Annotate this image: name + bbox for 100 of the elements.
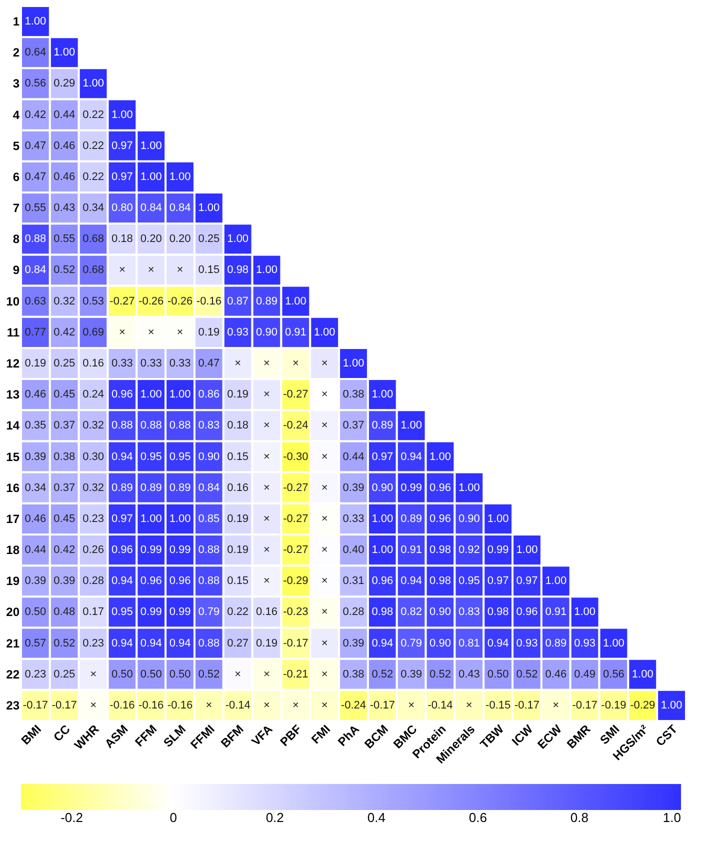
- color-bar-label: 0.4: [367, 810, 386, 825]
- data-label: 0.40: [342, 544, 364, 556]
- data-label: -0.23: [283, 606, 308, 618]
- data-label: 1.00: [574, 606, 596, 618]
- data-label: 0.90: [256, 326, 278, 338]
- data-label: 0.15: [227, 450, 249, 463]
- data-label: 0.15: [198, 264, 220, 276]
- data-label: 0.92: [458, 544, 480, 556]
- data-label: 0.56: [24, 78, 46, 90]
- data-label: -0.27: [283, 388, 308, 401]
- data-label: ×: [321, 420, 328, 432]
- data-label: 0.82: [400, 606, 422, 618]
- data-label: 1.00: [111, 108, 133, 121]
- data-label: 0.46: [54, 170, 76, 183]
- data-label: 0.23: [24, 668, 46, 680]
- data-label: 0.33: [140, 358, 162, 370]
- data-label: 0.94: [111, 637, 133, 650]
- data-label: 1.00: [140, 170, 162, 183]
- y-tick-label: 4: [12, 108, 20, 122]
- data-label: 0.49: [574, 668, 596, 680]
- data-label: 1.00: [400, 420, 422, 432]
- data-label: 0.39: [24, 450, 46, 463]
- data-label: 0.52: [198, 668, 220, 680]
- data-label: 0.96: [140, 575, 162, 588]
- data-label: 1.00: [632, 668, 654, 680]
- data-label: -0.26: [138, 295, 164, 308]
- data-label: -0.14: [225, 699, 250, 712]
- y-tick-label: 17: [6, 512, 20, 526]
- data-label: 0.89: [372, 420, 394, 432]
- data-label: 0.39: [24, 575, 46, 588]
- data-label: 0.93: [227, 326, 249, 338]
- data-label: 0.45: [54, 512, 76, 525]
- data-label: 0.19: [24, 358, 46, 370]
- data-label: 0.89: [111, 482, 133, 494]
- data-label: 0.20: [140, 233, 162, 246]
- data-label: 1.00: [458, 482, 480, 494]
- data-label: 0.19: [227, 512, 249, 525]
- data-label: 0.50: [111, 668, 133, 680]
- data-label: ×: [321, 388, 328, 401]
- data-label: 0.99: [140, 544, 162, 556]
- data-label: -0.17: [52, 699, 77, 712]
- x-tick-label: FMI: [308, 722, 334, 747]
- data-label: 0.97: [111, 140, 133, 152]
- data-label: -0.27: [283, 512, 308, 525]
- color-bar-label: 0: [170, 810, 177, 825]
- data-label: 0.95: [140, 450, 162, 463]
- data-label: 1.00: [82, 78, 104, 90]
- data-label: 1.00: [372, 512, 394, 525]
- data-label: 0.31: [342, 575, 364, 588]
- data-label: 0.50: [140, 668, 162, 680]
- data-label: 0.30: [82, 450, 104, 463]
- data-label: 0.32: [54, 295, 76, 308]
- data-label: 0.16: [82, 358, 104, 370]
- data-label: 0.63: [24, 295, 46, 308]
- data-label: 0.47: [198, 358, 220, 370]
- data-label: 0.16: [256, 606, 278, 618]
- data-label: 1.00: [603, 637, 624, 650]
- data-label: ×: [118, 326, 126, 338]
- data-label: ×: [321, 358, 328, 370]
- data-label: 0.89: [169, 482, 191, 494]
- data-label: 0.79: [198, 606, 220, 618]
- data-label: 0.23: [82, 512, 104, 525]
- data-label: 0.94: [487, 637, 509, 650]
- data-label: 0.44: [54, 108, 76, 121]
- data-label: ×: [408, 699, 415, 712]
- data-label: -0.16: [167, 699, 193, 712]
- data-label: 0.96: [430, 512, 451, 525]
- data-label: ×: [264, 482, 270, 494]
- data-label: ×: [321, 668, 328, 680]
- data-label: 0.46: [24, 388, 46, 401]
- data-label: ×: [321, 512, 328, 525]
- data-label: 0.17: [82, 606, 104, 618]
- data-label: 0.83: [458, 606, 480, 618]
- data-label: 0.43: [54, 202, 76, 214]
- data-label: ×: [206, 699, 212, 712]
- data-label: 0.25: [198, 233, 220, 246]
- data-label: 0.64: [24, 46, 46, 59]
- data-label: 1.00: [140, 140, 162, 152]
- data-label: 0.44: [24, 544, 46, 556]
- data-label: ×: [321, 482, 328, 494]
- data-label: 0.97: [487, 575, 509, 588]
- data-label: 1.00: [227, 233, 249, 246]
- data-label: 0.68: [82, 264, 104, 276]
- data-label: 1.00: [430, 450, 451, 463]
- data-label: 0.81: [458, 637, 480, 650]
- data-label: 0.90: [430, 637, 451, 650]
- y-tick-label: 2: [12, 46, 20, 60]
- data-label: 1.00: [198, 202, 220, 214]
- data-label: 0.97: [372, 450, 394, 463]
- data-label: 0.97: [111, 170, 133, 183]
- data-label: 0.95: [169, 450, 191, 463]
- data-label: 0.88: [111, 420, 133, 432]
- data-label: 0.95: [458, 575, 480, 588]
- data-label: 0.35: [24, 420, 46, 432]
- data-label: ×: [264, 420, 270, 432]
- data-label: ×: [176, 264, 184, 276]
- data-label: -0.15: [486, 699, 511, 712]
- data-label: 0.88: [198, 637, 220, 650]
- data-label: 0.99: [400, 482, 422, 494]
- data-label: 0.55: [54, 233, 76, 246]
